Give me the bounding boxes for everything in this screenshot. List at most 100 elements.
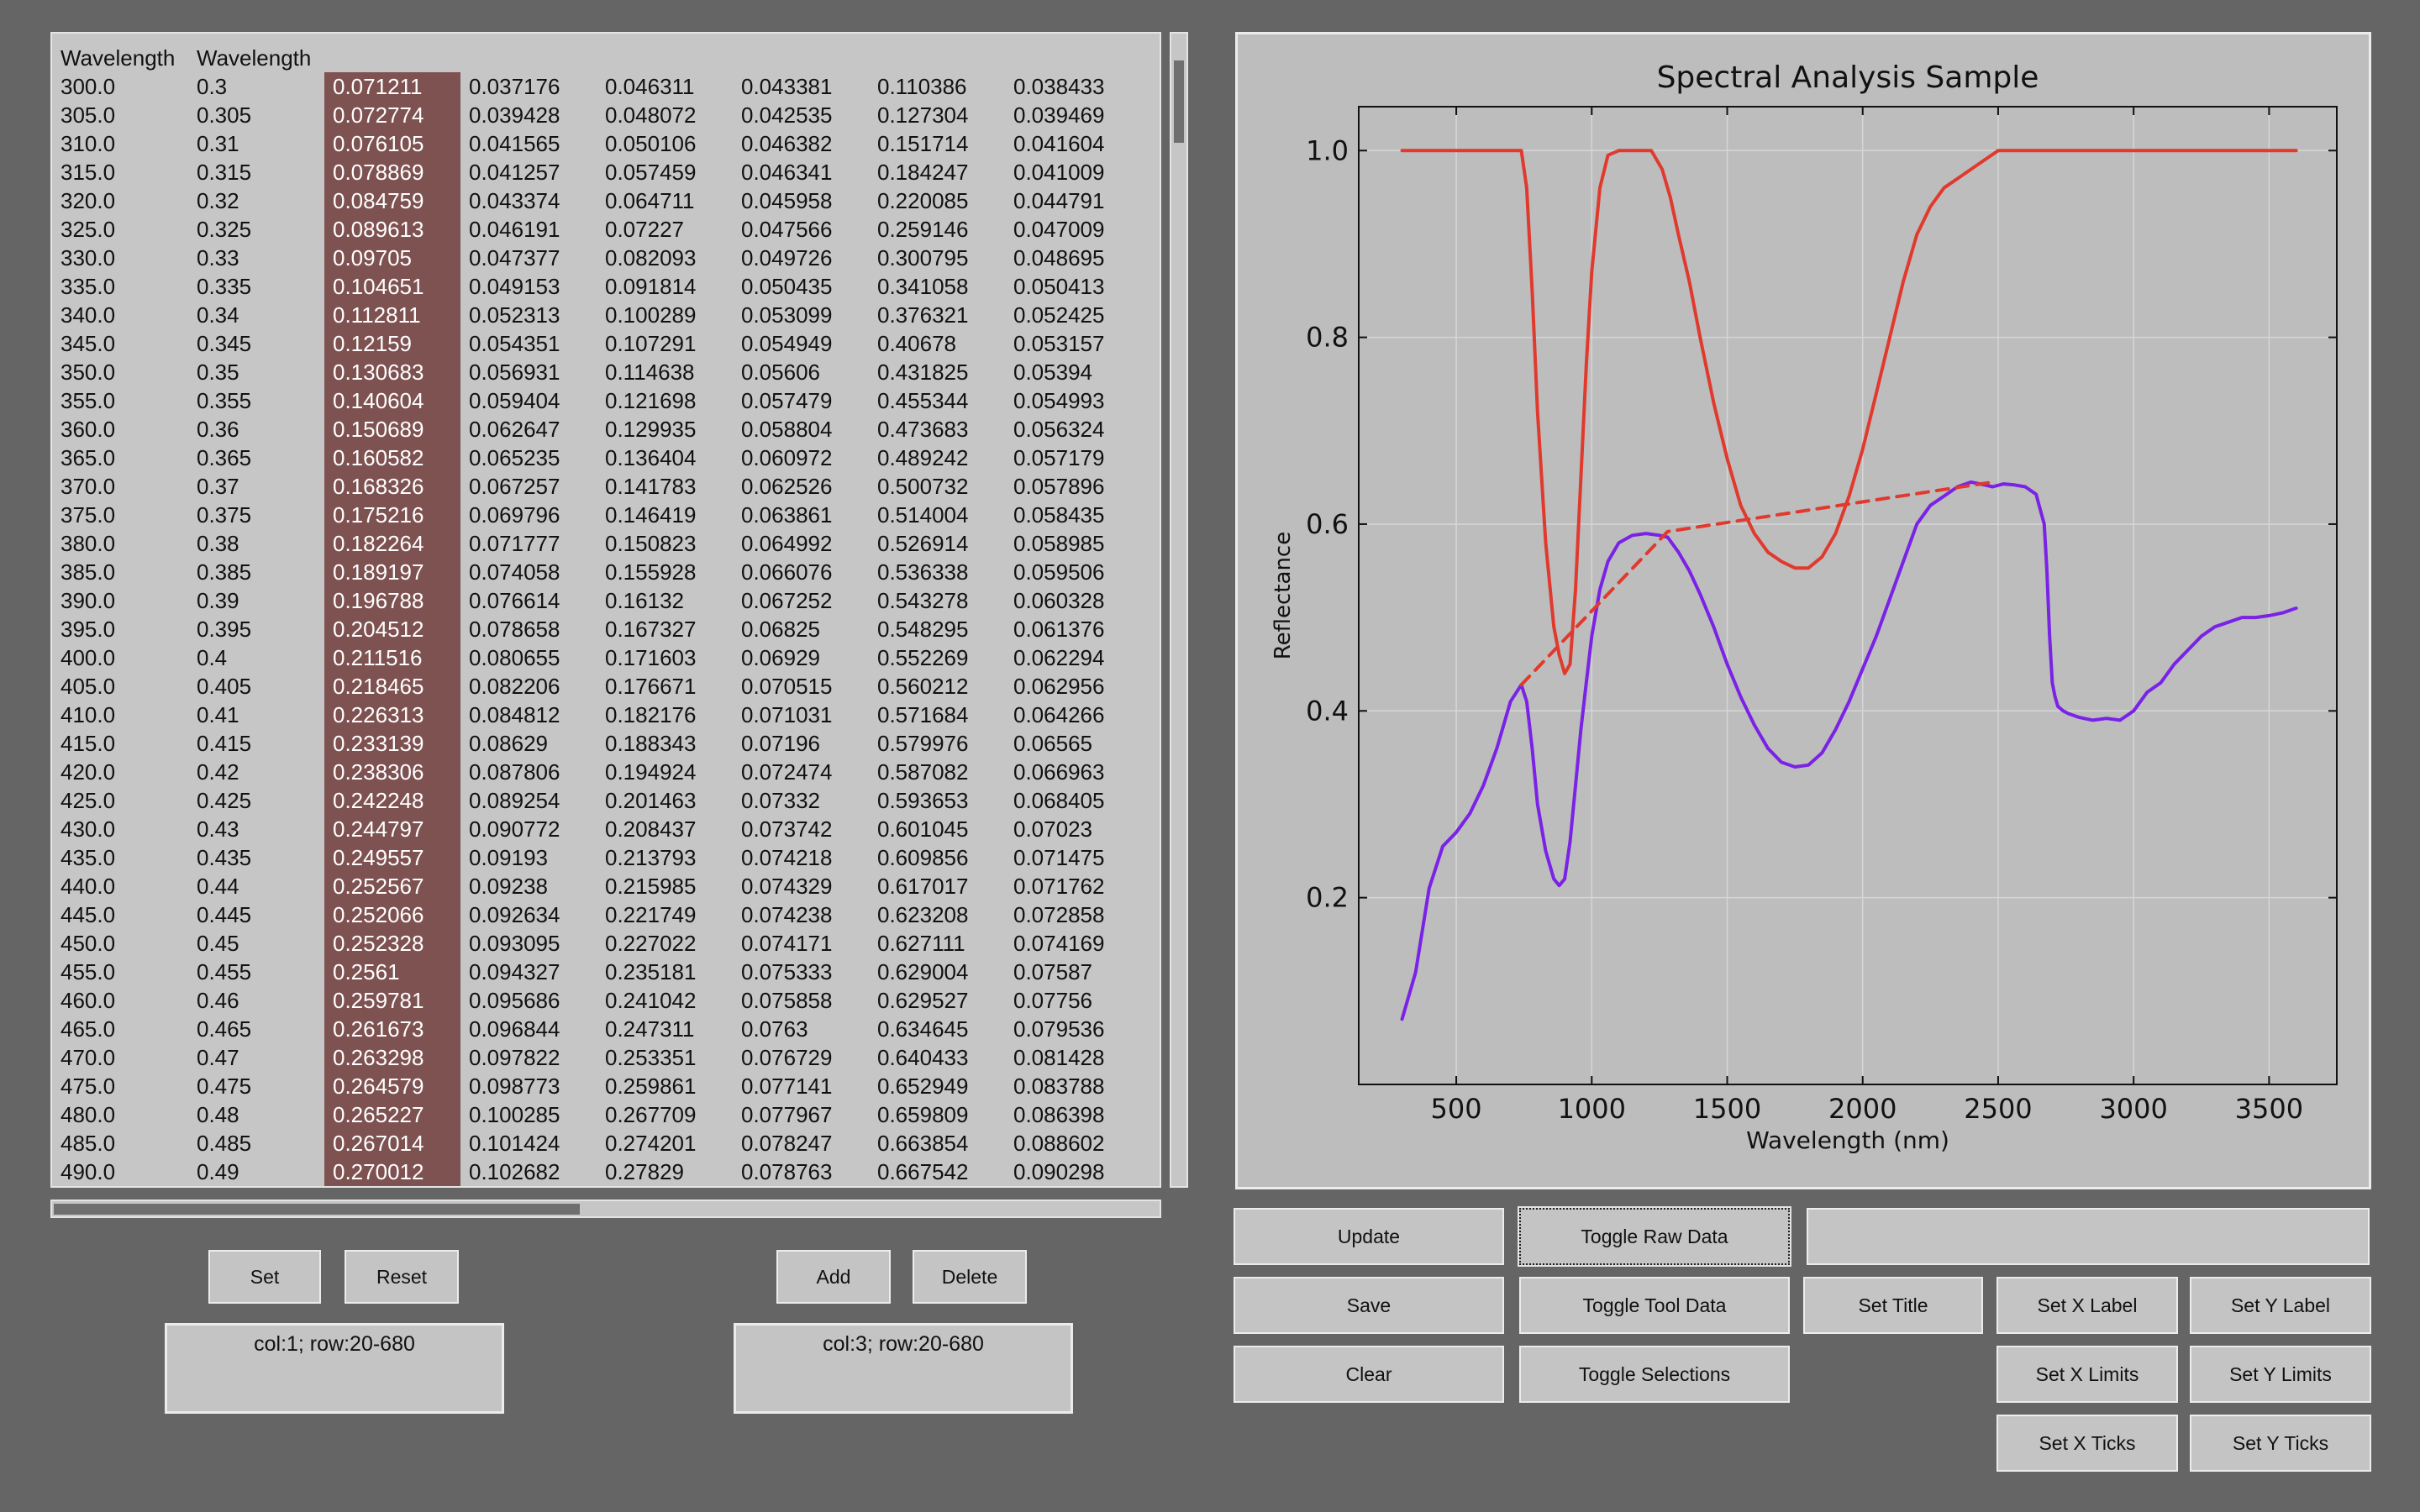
table-cell[interactable]: 0.146419 bbox=[605, 502, 697, 528]
table-cell[interactable]: 0.242248 bbox=[324, 786, 460, 815]
table-cell[interactable]: 0.171603 bbox=[605, 645, 697, 670]
table-cell[interactable]: 350.0 bbox=[60, 360, 116, 385]
table-cell[interactable]: 0.06825 bbox=[741, 617, 820, 642]
table-cell[interactable]: 0.253351 bbox=[605, 1045, 697, 1070]
table-cell[interactable]: 0.38 bbox=[197, 531, 239, 556]
table-cell[interactable]: 0.062294 bbox=[1013, 645, 1105, 670]
table-cell[interactable]: 0.044791 bbox=[1013, 188, 1105, 213]
title-input[interactable] bbox=[1807, 1208, 2370, 1265]
table-cell[interactable]: 0.121698 bbox=[605, 388, 697, 413]
clear-button[interactable]: Clear bbox=[1234, 1346, 1504, 1403]
table-cell[interactable]: 0.054949 bbox=[741, 331, 833, 356]
table-cell[interactable]: 0.261673 bbox=[324, 1015, 460, 1043]
table-cell[interactable]: 0.315 bbox=[197, 160, 252, 185]
table-cell[interactable]: 0.07196 bbox=[741, 731, 820, 756]
table-cell[interactable]: 0.182264 bbox=[324, 529, 460, 558]
table-cell[interactable]: 0.43 bbox=[197, 816, 239, 842]
table-cell[interactable]: 0.188343 bbox=[605, 731, 697, 756]
table-cell[interactable]: 0.058985 bbox=[1013, 531, 1105, 556]
table-cell[interactable]: 0.050435 bbox=[741, 274, 833, 299]
table-cell[interactable]: 0.247311 bbox=[605, 1016, 695, 1042]
table-cell[interactable]: 0.445 bbox=[197, 902, 252, 927]
table-cell[interactable]: 0.057179 bbox=[1013, 445, 1105, 470]
table-cell[interactable]: 0.048072 bbox=[605, 102, 697, 128]
table-cell[interactable]: 0.050413 bbox=[1013, 274, 1105, 299]
table-cell[interactable]: 0.047377 bbox=[469, 245, 560, 270]
table-cell[interactable]: 0.112811 bbox=[324, 301, 460, 329]
table-cell[interactable]: 320.0 bbox=[60, 188, 116, 213]
table-cell[interactable]: 0.375 bbox=[197, 502, 252, 528]
column-header[interactable] bbox=[1005, 44, 1141, 72]
table-cell[interactable]: 0.058435 bbox=[1013, 502, 1105, 528]
table-cell[interactable]: 0.080655 bbox=[469, 645, 560, 670]
table-cell[interactable]: 0.264579 bbox=[324, 1072, 460, 1100]
data-table-panel[interactable]: Wavelength Wavelength 300.0 0.3 0.071211 0.0… bbox=[50, 32, 1161, 1188]
table-cell[interactable]: 0.425 bbox=[197, 788, 252, 813]
table-cell[interactable]: 470.0 bbox=[60, 1045, 116, 1070]
table-cell[interactable]: 0.609856 bbox=[877, 845, 969, 870]
table-cell[interactable]: 405.0 bbox=[60, 674, 116, 699]
table-cell[interactable]: 0.415 bbox=[197, 731, 252, 756]
table-cell[interactable]: 0.07332 bbox=[741, 788, 820, 813]
toggle-selections-button[interactable]: Toggle Selections bbox=[1519, 1346, 1790, 1403]
table-cell[interactable]: 0.215985 bbox=[605, 874, 697, 899]
table-cell[interactable]: 0.092634 bbox=[469, 902, 560, 927]
table-cell[interactable]: 0.168326 bbox=[324, 472, 460, 501]
table-cell[interactable]: 0.054351 bbox=[469, 331, 560, 356]
table-cell[interactable]: 0.039469 bbox=[1013, 102, 1105, 128]
table-cell[interactable]: 0.059404 bbox=[469, 388, 560, 413]
set-y-label-button[interactable]: Set Y Label bbox=[2190, 1277, 2371, 1334]
table-cell[interactable]: 0.252066 bbox=[324, 900, 460, 929]
set-x-ticks-button[interactable]: Set X Ticks bbox=[1996, 1415, 2178, 1472]
column-header[interactable] bbox=[324, 44, 460, 72]
table-cell[interactable]: 0.071777 bbox=[469, 531, 560, 556]
table-cell[interactable]: 0.341058 bbox=[877, 274, 969, 299]
table-cell[interactable]: 0.259861 bbox=[605, 1074, 697, 1099]
set-title-button[interactable]: Set Title bbox=[1803, 1277, 1983, 1334]
table-cell[interactable]: 0.238306 bbox=[324, 758, 460, 786]
table-cell[interactable]: 0.062956 bbox=[1013, 674, 1105, 699]
table-cell[interactable]: 0.091814 bbox=[605, 274, 697, 299]
table-cell[interactable]: 0.184247 bbox=[877, 160, 969, 185]
table-cell[interactable]: 0.064266 bbox=[1013, 702, 1105, 727]
table-cell[interactable]: 0.465 bbox=[197, 1016, 252, 1042]
table-cell[interactable]: 0.086398 bbox=[1013, 1102, 1105, 1127]
table-cell[interactable]: 0.097822 bbox=[469, 1045, 560, 1070]
table-cell[interactable]: 0.054993 bbox=[1013, 388, 1105, 413]
table-cell[interactable]: 0.543278 bbox=[877, 588, 969, 613]
table-cell[interactable]: 0.05394 bbox=[1013, 360, 1092, 385]
table-cell[interactable]: 325.0 bbox=[60, 217, 116, 242]
table-cell[interactable]: 0.385 bbox=[197, 559, 252, 585]
set-x-limits-button[interactable]: Set X Limits bbox=[1996, 1346, 2178, 1403]
table-cell[interactable]: 0.045958 bbox=[741, 188, 833, 213]
table-cell[interactable]: 0.226313 bbox=[324, 701, 460, 729]
table-cell[interactable]: 0.096844 bbox=[469, 1016, 560, 1042]
update-button[interactable]: Update bbox=[1234, 1208, 1504, 1265]
table-cell[interactable]: 0.078763 bbox=[741, 1159, 833, 1184]
table-cell[interactable]: 0.076105 bbox=[324, 129, 460, 158]
table-cell[interactable]: 0.136404 bbox=[605, 445, 697, 470]
table-cell[interactable]: 0.079536 bbox=[1013, 1016, 1105, 1042]
table-cell[interactable]: 0.100285 bbox=[469, 1102, 560, 1127]
table-cell[interactable]: 0.066076 bbox=[741, 559, 833, 585]
table-cell[interactable]: 0.629527 bbox=[877, 988, 969, 1013]
table-cell[interactable]: 0.078658 bbox=[469, 617, 560, 642]
column-header[interactable] bbox=[869, 44, 1005, 72]
table-cell[interactable]: 0.062647 bbox=[469, 417, 560, 442]
table-cell[interactable]: 0.089613 bbox=[324, 215, 460, 244]
table-cell[interactable]: 0.48 bbox=[197, 1102, 239, 1127]
table-cell[interactable]: 0.35 bbox=[197, 360, 239, 385]
table-cell[interactable]: 0.101424 bbox=[469, 1131, 560, 1156]
table-cell[interactable]: 0.078869 bbox=[324, 158, 460, 186]
table-cell[interactable]: 0.09705 bbox=[324, 244, 460, 272]
table-cell[interactable]: 0.107291 bbox=[605, 331, 697, 356]
table-cell[interactable]: 0.072774 bbox=[324, 101, 460, 129]
table-cell[interactable]: 0.056931 bbox=[469, 360, 560, 385]
table-cell[interactable]: 0.16132 bbox=[605, 588, 684, 613]
table-cell[interactable]: 0.220085 bbox=[877, 188, 969, 213]
table-cell[interactable]: 0.104651 bbox=[324, 272, 460, 301]
table-cell[interactable]: 0.267014 bbox=[324, 1129, 460, 1158]
table-cell[interactable]: 0.049726 bbox=[741, 245, 833, 270]
table-cell[interactable]: 0.227022 bbox=[605, 931, 697, 956]
table-cell[interactable]: 450.0 bbox=[60, 931, 116, 956]
